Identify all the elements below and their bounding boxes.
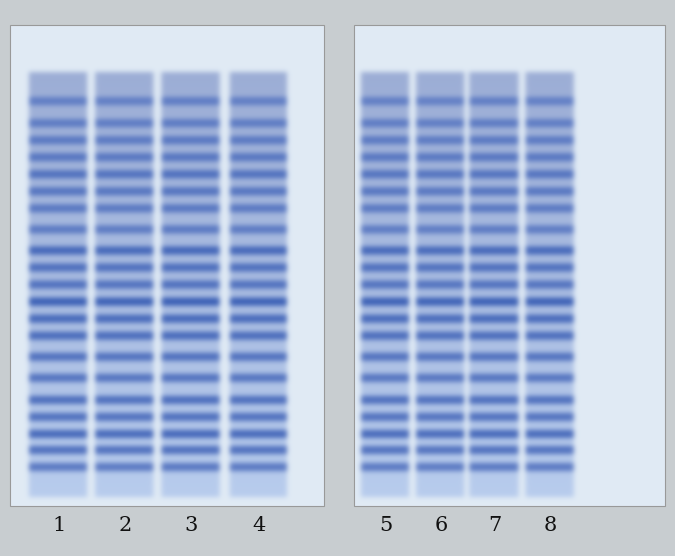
Text: 4: 4 (252, 516, 265, 535)
Text: 5: 5 (379, 516, 393, 535)
Bar (354, 25, 665, 506)
Text: 6: 6 (434, 516, 448, 535)
Text: 2: 2 (118, 516, 132, 535)
Text: 8: 8 (543, 516, 557, 535)
Text: 7: 7 (488, 516, 502, 535)
Bar (10, 25, 324, 506)
Text: 1: 1 (52, 516, 65, 535)
Text: 3: 3 (184, 516, 198, 535)
